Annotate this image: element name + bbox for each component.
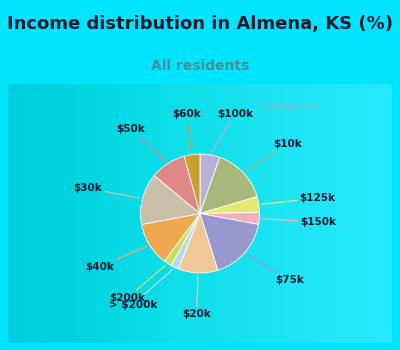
Text: Income distribution in Almena, KS (%): Income distribution in Almena, KS (%) bbox=[7, 14, 393, 33]
Wedge shape bbox=[178, 214, 218, 273]
Wedge shape bbox=[184, 154, 200, 214]
Text: $20k: $20k bbox=[182, 276, 211, 319]
Text: $10k: $10k bbox=[246, 139, 302, 171]
Wedge shape bbox=[200, 212, 260, 224]
Wedge shape bbox=[200, 154, 220, 214]
Text: $200k: $200k bbox=[109, 265, 166, 303]
Wedge shape bbox=[200, 197, 260, 214]
Text: $40k: $40k bbox=[86, 246, 147, 272]
Wedge shape bbox=[140, 176, 200, 224]
Text: $100k: $100k bbox=[212, 109, 253, 153]
Text: $30k: $30k bbox=[74, 183, 140, 198]
Text: > $200k: > $200k bbox=[109, 269, 173, 310]
Text: $75k: $75k bbox=[247, 254, 304, 285]
Text: $50k: $50k bbox=[116, 124, 166, 162]
Wedge shape bbox=[200, 214, 258, 270]
Wedge shape bbox=[171, 214, 200, 269]
Text: All residents: All residents bbox=[151, 58, 249, 72]
Text: $60k: $60k bbox=[172, 109, 201, 152]
Text: City-Data.com: City-Data.com bbox=[257, 102, 322, 111]
Text: $125k: $125k bbox=[262, 193, 336, 204]
Wedge shape bbox=[200, 158, 257, 214]
Text: $150k: $150k bbox=[262, 217, 336, 227]
Wedge shape bbox=[154, 156, 200, 214]
Wedge shape bbox=[142, 214, 200, 261]
Wedge shape bbox=[164, 214, 200, 266]
